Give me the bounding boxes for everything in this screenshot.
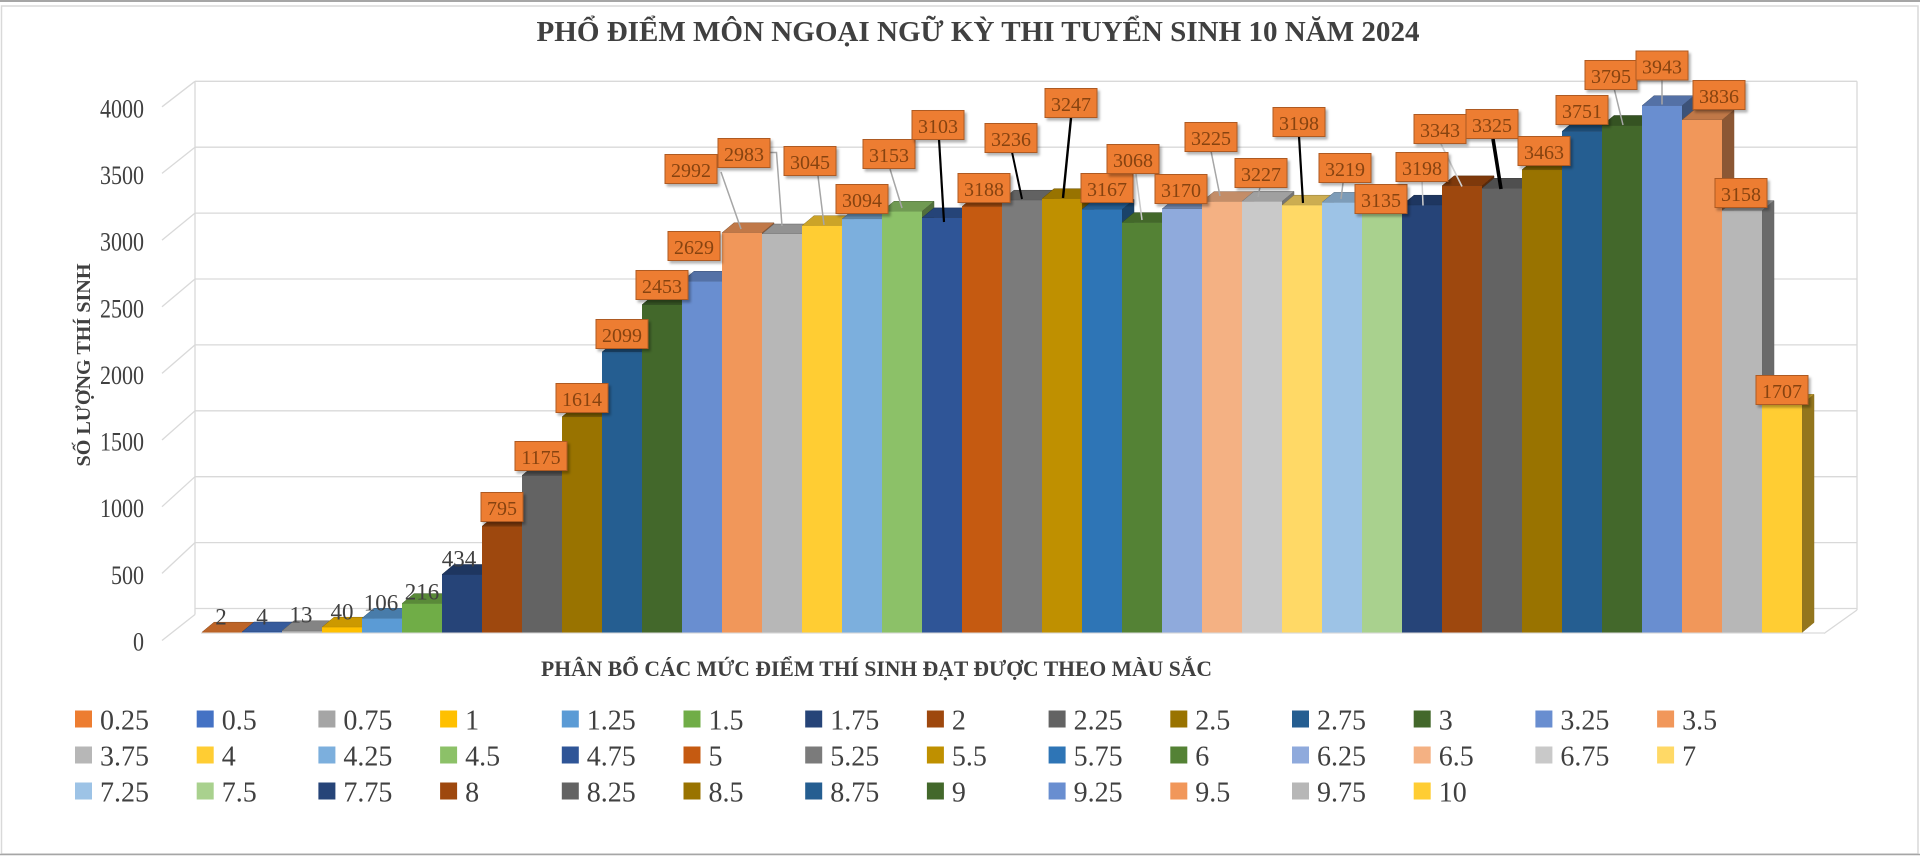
svg-text:1: 1 <box>465 706 479 737</box>
svg-text:2: 2 <box>215 605 227 630</box>
svg-text:PHỔ ĐIỂM MÔN NGOẠI NGỮ KỲ THI: PHỔ ĐIỂM MÔN NGOẠI NGỮ KỲ THI TUYỂN SINH… <box>537 14 1420 48</box>
svg-text:3227: 3227 <box>1241 164 1281 186</box>
svg-text:4000: 4000 <box>100 94 144 123</box>
svg-text:1000: 1000 <box>100 494 144 523</box>
svg-text:1.5: 1.5 <box>709 706 744 737</box>
svg-text:8.75: 8.75 <box>830 778 879 809</box>
svg-text:3068: 3068 <box>1113 150 1153 172</box>
svg-text:1500: 1500 <box>100 428 144 457</box>
svg-text:3103: 3103 <box>918 116 958 138</box>
svg-text:3.25: 3.25 <box>1560 706 1609 737</box>
svg-text:3500: 3500 <box>100 161 144 190</box>
svg-text:3751: 3751 <box>1562 101 1602 123</box>
svg-text:7.25: 7.25 <box>100 778 149 809</box>
svg-text:500: 500 <box>111 561 144 590</box>
svg-text:6.75: 6.75 <box>1560 742 1609 773</box>
svg-text:3045: 3045 <box>790 152 830 174</box>
svg-text:2992: 2992 <box>671 160 711 182</box>
svg-text:5.25: 5.25 <box>830 742 879 773</box>
svg-text:3000: 3000 <box>100 228 144 257</box>
svg-text:2983: 2983 <box>724 144 764 166</box>
svg-text:4: 4 <box>256 605 268 630</box>
svg-text:7: 7 <box>1682 742 1696 773</box>
svg-text:3463: 3463 <box>1524 142 1564 164</box>
svg-text:3158: 3158 <box>1721 184 1761 206</box>
svg-text:5.75: 5.75 <box>1074 742 1123 773</box>
svg-text:9.5: 9.5 <box>1195 778 1230 809</box>
svg-text:3836: 3836 <box>1699 86 1739 108</box>
svg-text:3.5: 3.5 <box>1682 706 1717 737</box>
svg-text:3: 3 <box>1439 706 1453 737</box>
svg-text:4.75: 4.75 <box>587 742 636 773</box>
svg-text:3219: 3219 <box>1325 159 1365 181</box>
svg-text:3094: 3094 <box>842 190 882 212</box>
svg-text:1.25: 1.25 <box>587 706 636 737</box>
svg-text:1.75: 1.75 <box>830 706 879 737</box>
svg-text:3225: 3225 <box>1191 128 1231 150</box>
svg-text:3198: 3198 <box>1402 158 1442 180</box>
svg-text:3247: 3247 <box>1051 94 1091 116</box>
svg-text:9: 9 <box>952 778 966 809</box>
svg-text:3198: 3198 <box>1279 113 1319 135</box>
svg-text:8.5: 8.5 <box>709 778 744 809</box>
svg-text:8: 8 <box>465 778 479 809</box>
svg-text:2.5: 2.5 <box>1195 706 1230 737</box>
svg-text:9.25: 9.25 <box>1074 778 1123 809</box>
svg-text:0.25: 0.25 <box>100 706 149 737</box>
svg-text:3943: 3943 <box>1642 57 1682 79</box>
svg-text:2.75: 2.75 <box>1317 706 1366 737</box>
svg-text:434: 434 <box>442 547 477 572</box>
svg-text:795: 795 <box>487 498 517 520</box>
svg-text:5.5: 5.5 <box>952 742 987 773</box>
svg-text:2000: 2000 <box>100 361 144 390</box>
svg-text:0: 0 <box>133 628 144 657</box>
svg-text:40: 40 <box>331 600 354 625</box>
svg-text:0.75: 0.75 <box>343 706 392 737</box>
svg-text:6.5: 6.5 <box>1439 742 1474 773</box>
svg-text:2629: 2629 <box>674 237 714 259</box>
svg-text:3795: 3795 <box>1591 66 1631 88</box>
svg-text:7.75: 7.75 <box>343 778 392 809</box>
svg-text:2099: 2099 <box>602 325 642 347</box>
svg-text:13: 13 <box>290 603 313 628</box>
svg-text:6: 6 <box>1195 742 1209 773</box>
svg-text:3343: 3343 <box>1420 120 1460 142</box>
svg-text:3167: 3167 <box>1087 179 1127 201</box>
svg-text:3135: 3135 <box>1361 190 1401 212</box>
svg-text:4.25: 4.25 <box>343 742 392 773</box>
svg-text:2500: 2500 <box>100 294 144 323</box>
svg-text:4: 4 <box>222 742 236 773</box>
svg-text:9.75: 9.75 <box>1317 778 1366 809</box>
svg-text:3188: 3188 <box>964 179 1004 201</box>
svg-text:3236: 3236 <box>991 129 1031 151</box>
svg-text:3153: 3153 <box>869 145 909 167</box>
svg-text:1614: 1614 <box>562 389 602 411</box>
svg-text:7.5: 7.5 <box>222 778 257 809</box>
svg-text:6.25: 6.25 <box>1317 742 1366 773</box>
svg-text:8.25: 8.25 <box>587 778 636 809</box>
svg-text:4.5: 4.5 <box>465 742 500 773</box>
svg-text:1707: 1707 <box>1762 381 1802 403</box>
svg-text:106: 106 <box>364 591 399 616</box>
svg-text:2453: 2453 <box>642 276 682 298</box>
svg-text:2: 2 <box>952 706 966 737</box>
svg-text:PHÂN BỔ CÁC MỨC ĐIỂM THÍ SINH: PHÂN BỔ CÁC MỨC ĐIỂM THÍ SINH ĐẠT ĐƯỢC T… <box>541 656 1212 681</box>
svg-text:3.75: 3.75 <box>100 742 149 773</box>
svg-text:3170: 3170 <box>1161 180 1201 202</box>
svg-text:5: 5 <box>709 742 723 773</box>
svg-text:10: 10 <box>1439 778 1467 809</box>
svg-text:216: 216 <box>405 580 440 605</box>
svg-text:0.5: 0.5 <box>222 706 257 737</box>
svg-text:2.25: 2.25 <box>1074 706 1123 737</box>
svg-text:SỐ LƯỢNG THÍ SINH: SỐ LƯỢNG THÍ SINH <box>71 263 95 466</box>
svg-text:1175: 1175 <box>521 447 560 469</box>
svg-text:3325: 3325 <box>1472 115 1512 137</box>
